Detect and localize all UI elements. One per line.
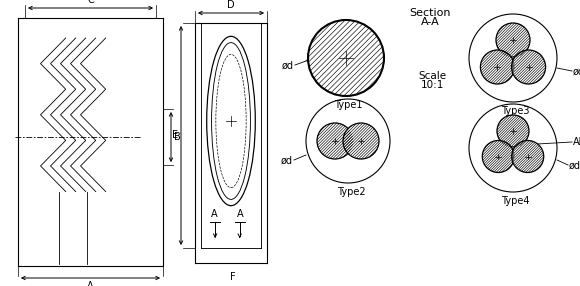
Circle shape <box>308 20 384 96</box>
Text: ød: ød <box>281 156 293 166</box>
Text: B: B <box>174 132 181 142</box>
Text: A-A: A-A <box>420 17 440 27</box>
Ellipse shape <box>212 43 251 199</box>
Circle shape <box>483 140 514 172</box>
Text: A: A <box>87 281 94 286</box>
Text: ød: ød <box>282 61 294 71</box>
Text: Scale: Scale <box>418 71 446 81</box>
Text: D: D <box>227 0 235 10</box>
Text: A: A <box>237 209 244 219</box>
Circle shape <box>480 50 514 84</box>
Circle shape <box>343 123 379 159</box>
Circle shape <box>512 50 546 84</box>
Text: Section: Section <box>409 8 451 18</box>
Text: F: F <box>230 272 236 282</box>
Text: Type4: Type4 <box>501 196 529 206</box>
Circle shape <box>497 115 529 147</box>
Text: Al: Al <box>573 137 580 147</box>
Text: C: C <box>87 0 94 5</box>
Text: Type3: Type3 <box>501 106 529 116</box>
Text: 10:1: 10:1 <box>420 80 444 90</box>
Text: Type1: Type1 <box>334 100 362 110</box>
Text: ød: ød <box>573 67 580 77</box>
Circle shape <box>317 123 353 159</box>
Circle shape <box>512 140 543 172</box>
Text: ød: ød <box>569 161 580 171</box>
Circle shape <box>496 23 530 57</box>
Text: Type2: Type2 <box>336 187 365 197</box>
Text: A: A <box>211 209 218 219</box>
Text: E: E <box>172 130 178 140</box>
